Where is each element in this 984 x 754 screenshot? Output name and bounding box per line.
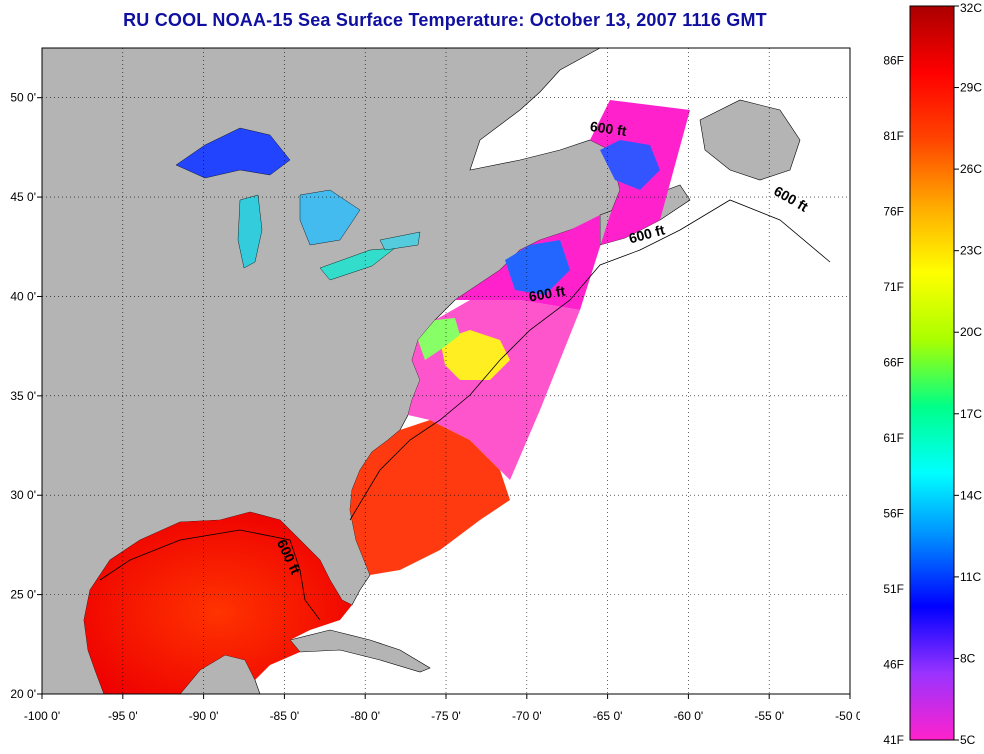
map-title: RU COOL NOAA-15 Sea Surface Temperature:…	[123, 10, 767, 30]
lat-tick-label: 40 0'	[10, 289, 36, 303]
colorbar-f-label: 71F	[883, 280, 904, 294]
colorbar-f-label: 41F	[883, 733, 904, 747]
colorbar-f-label: 66F	[883, 355, 904, 369]
colorbar-f-label: 46F	[883, 657, 904, 671]
colorbar-f-label: 56F	[883, 507, 904, 521]
colorbar-c-label: 26C	[960, 162, 982, 176]
lat-tick-label: 45 0'	[10, 190, 36, 204]
lat-tick-label: 35 0'	[10, 389, 36, 403]
lat-tick-label: 20 0'	[10, 687, 36, 701]
gulf-st-lawrence-sst	[600, 140, 660, 190]
atlantic-sst-mid-green	[418, 318, 460, 360]
colorbar-f-label: 81F	[883, 129, 904, 143]
colorbar-c-label: 23C	[960, 244, 982, 258]
colorbar-c-label: 14C	[960, 488, 982, 502]
axis-ticks: -100 0' -95 0' -90 0' -85 0' -80 0' -75 0' -70…	[10, 91, 860, 723]
colorbar-celsius-labels: 5C 8C 11C 14C 17C 20C 23C 26C 29C 32C	[954, 1, 982, 747]
colorbar-f-label: 51F	[883, 582, 904, 596]
colorbar-fahrenheit-labels: 41F 46F 51F 56F 61F 66F 71F 76F 81F 86F	[883, 53, 904, 747]
colorbar-c-label: 5C	[960, 733, 976, 747]
lon-tick-label: -75 0'	[431, 709, 461, 723]
contour-label-600ft: 600 ft	[528, 282, 567, 304]
colorbar-gradient	[909, 5, 955, 741]
lake-michigan	[237, 194, 263, 269]
lat-tick-label: 50 0'	[10, 91, 36, 105]
lon-tick-label: -85 0'	[270, 709, 300, 723]
lat-tick-label: 25 0'	[10, 588, 36, 602]
colorbar-c-label: 32C	[960, 1, 982, 15]
lon-tick-label: -50 0'	[835, 709, 860, 723]
newfoundland	[699, 99, 801, 181]
colorbar-c-label: 8C	[960, 651, 976, 665]
atlantic-sst-south	[350, 420, 510, 575]
contour-label-600ft: 600 ft	[589, 118, 628, 139]
colorbar-c-label: 17C	[960, 407, 982, 421]
colorbar-f-label: 86F	[883, 53, 904, 67]
gulf-sst	[84, 512, 352, 694]
plot-frame	[41, 47, 851, 695]
lon-tick-label: -65 0'	[593, 709, 623, 723]
colorbar-f-label: 76F	[883, 205, 904, 219]
contour-600ft	[99, 199, 831, 621]
lake-huron	[299, 189, 361, 246]
lat-tick-label: 30 0'	[10, 488, 36, 502]
cuba	[289, 629, 431, 673]
grid-lines	[42, 48, 850, 694]
lon-tick-label: -100 0'	[24, 709, 60, 723]
lon-tick-label: -95 0'	[108, 709, 138, 723]
colorbar-c-label: 29C	[960, 81, 982, 95]
lon-tick-label: -70 0'	[512, 709, 542, 723]
temperature-colorbar: 41F 46F 51F 56F 61F 66F 71F 76F 81F 86F 5C 8C 11C 14…	[883, 1, 982, 747]
lake-ontario	[379, 231, 421, 251]
lake-superior	[175, 127, 291, 179]
lon-tick-label: -90 0'	[189, 709, 219, 723]
sst-map: -100 0' -95 0' -90 0' -85 0' -80 0' -75 0' -70…	[10, 47, 860, 723]
colorbar-f-label: 61F	[883, 431, 904, 445]
colorbar-c-label: 11C	[960, 570, 981, 584]
colorbar-c-label: 20C	[960, 325, 982, 339]
lon-tick-label: -55 0'	[754, 709, 784, 723]
lon-tick-label: -80 0'	[350, 709, 380, 723]
lon-tick-label: -60 0'	[674, 709, 704, 723]
atlantic-sst-mid-warm	[440, 330, 510, 380]
atlantic-sst-north-blue	[505, 240, 570, 295]
lake-erie	[319, 247, 396, 281]
